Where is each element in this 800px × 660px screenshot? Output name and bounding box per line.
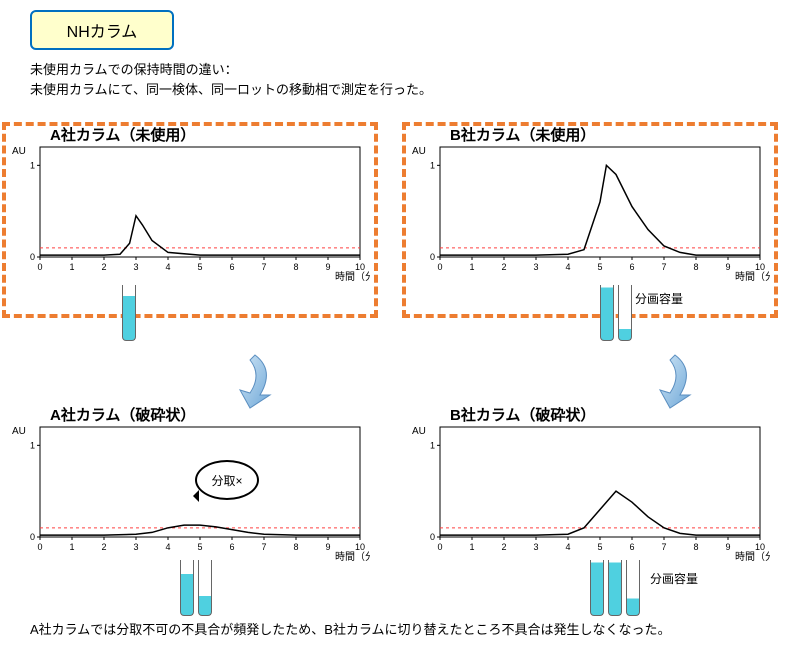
svg-text:7: 7: [261, 542, 266, 552]
svg-text:10: 10: [355, 262, 365, 272]
svg-text:1: 1: [430, 440, 435, 450]
test-tube: [590, 560, 604, 616]
chart-svg: 0 1 2 3 4 5 6 7 8 9 10 0 1 時間（分） AU: [10, 142, 370, 282]
chart-a-unused: A社カラム（未使用） 01234567891001時間（分）AU: [0, 120, 380, 320]
svg-text:9: 9: [325, 262, 330, 272]
svg-text:8: 8: [693, 542, 698, 552]
svg-text:時間（分）: 時間（分）: [735, 271, 770, 282]
intro-line2: 未使用カラムにて、同一検体、同一ロットの移動相で測定を行った。: [30, 82, 432, 97]
svg-text:0: 0: [430, 532, 435, 542]
svg-text:4: 4: [165, 542, 170, 552]
svg-text:9: 9: [725, 262, 730, 272]
svg-text:時間（分）: 時間（分）: [335, 551, 370, 562]
svg-text:3: 3: [533, 262, 538, 272]
svg-text:時間（分）: 時間（分）: [335, 271, 370, 282]
conclusion-text: A社カラムでは分取不可の不具合が頻発したため、B社カラムに切り替えたところ不具合…: [30, 620, 671, 640]
svg-text:2: 2: [101, 262, 106, 272]
intro-text: 未使用カラムでの保持時間の違い： 未使用カラムにて、同一検体、同一ロットの移動相…: [30, 60, 770, 99]
nh-label: NHカラム: [67, 18, 138, 42]
test-tube: [626, 560, 640, 616]
svg-text:0: 0: [430, 252, 435, 262]
fail-bubble: 分取×: [195, 460, 259, 500]
svg-text:8: 8: [693, 262, 698, 272]
svg-text:0: 0: [30, 532, 35, 542]
chart-svg: 0 1 2 3 4 5 6 7 8 9 10 0 1 時間（分） AU: [410, 422, 770, 562]
svg-text:6: 6: [629, 262, 634, 272]
intro-line1: 未使用カラムでの保持時間の違い：: [30, 62, 238, 77]
svg-text:0: 0: [437, 542, 442, 552]
svg-text:6: 6: [629, 542, 634, 552]
svg-text:4: 4: [565, 542, 570, 552]
svg-text:1: 1: [69, 262, 74, 272]
svg-text:10: 10: [355, 542, 365, 552]
svg-text:4: 4: [565, 262, 570, 272]
svg-text:2: 2: [501, 542, 506, 552]
svg-text:2: 2: [501, 262, 506, 272]
svg-text:9: 9: [725, 542, 730, 552]
svg-text:AU: AU: [12, 426, 26, 437]
svg-text:5: 5: [597, 542, 602, 552]
svg-text:10: 10: [755, 542, 765, 552]
svg-text:3: 3: [533, 542, 538, 552]
svg-text:6: 6: [229, 542, 234, 552]
chart-b-unused: B社カラム（未使用） 01234567891001時間（分）AU 分画容量: [400, 120, 780, 320]
svg-text:7: 7: [661, 262, 666, 272]
test-tube: [180, 560, 194, 616]
test-tube: [608, 560, 622, 616]
svg-text:AU: AU: [412, 146, 426, 157]
chart-svg: 0 1 2 3 4 5 6 7 8 9 10 0 1 時間（分） AU: [410, 142, 770, 282]
test-tube: [122, 285, 136, 341]
arrow-b: [640, 350, 700, 410]
svg-text:9: 9: [325, 542, 330, 552]
test-tube: [618, 285, 632, 341]
svg-text:4: 4: [165, 262, 170, 272]
arrow-a: [220, 350, 280, 410]
svg-text:2: 2: [101, 542, 106, 552]
svg-text:7: 7: [661, 542, 666, 552]
svg-text:1: 1: [69, 542, 74, 552]
svg-text:6: 6: [229, 262, 234, 272]
fraction-label: 分画容量: [650, 570, 698, 587]
nh-column-box: NHカラム: [30, 10, 174, 50]
svg-text:AU: AU: [412, 426, 426, 437]
svg-text:1: 1: [430, 160, 435, 170]
svg-text:3: 3: [133, 262, 138, 272]
svg-text:1: 1: [469, 262, 474, 272]
svg-text:7: 7: [261, 262, 266, 272]
svg-text:AU: AU: [12, 146, 26, 157]
svg-text:5: 5: [597, 262, 602, 272]
svg-text:1: 1: [30, 160, 35, 170]
svg-text:8: 8: [293, 262, 298, 272]
svg-text:8: 8: [293, 542, 298, 552]
svg-text:0: 0: [437, 262, 442, 272]
svg-text:0: 0: [30, 252, 35, 262]
svg-text:0: 0: [37, 542, 42, 552]
svg-text:1: 1: [30, 440, 35, 450]
svg-text:0: 0: [37, 262, 42, 272]
svg-text:5: 5: [197, 542, 202, 552]
svg-text:1: 1: [469, 542, 474, 552]
svg-text:時間（分）: 時間（分）: [735, 551, 770, 562]
svg-text:5: 5: [197, 262, 202, 272]
bubble-text: 分取×: [211, 472, 242, 489]
fraction-label: 分画容量: [635, 290, 683, 307]
test-tube: [198, 560, 212, 616]
test-tube: [600, 285, 614, 341]
svg-text:3: 3: [133, 542, 138, 552]
svg-text:10: 10: [755, 262, 765, 272]
